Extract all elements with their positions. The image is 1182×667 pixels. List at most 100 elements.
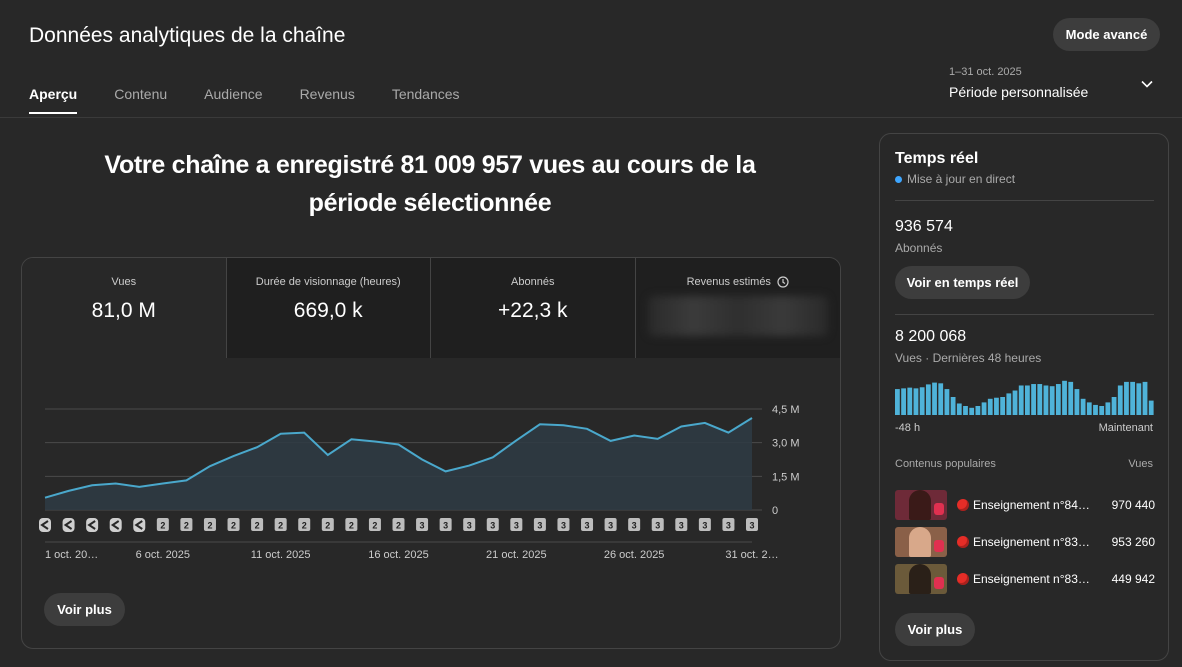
upload-count-marker[interactable]: 3 <box>416 518 429 531</box>
realtime-bar[interactable] <box>1080 398 1086 415</box>
popular-item[interactable]: Enseignement n°84… 970 440 <box>895 490 1155 520</box>
data-point[interactable] <box>302 430 307 435</box>
upload-count-marker[interactable]: 2 <box>274 518 287 531</box>
realtime-bar[interactable] <box>1130 381 1136 415</box>
upload-count-marker[interactable]: 2 <box>156 518 169 531</box>
data-point[interactable] <box>90 483 95 488</box>
upload-count-marker[interactable]: 3 <box>746 518 758 531</box>
upload-count-marker[interactable]: 2 <box>321 518 334 531</box>
upload-count-marker[interactable]: 2 <box>345 518 358 531</box>
shorts-marker-icon[interactable] <box>39 518 51 532</box>
data-point[interactable] <box>184 478 189 483</box>
upload-count-marker[interactable]: 3 <box>628 518 641 531</box>
data-point[interactable] <box>679 424 684 429</box>
realtime-bar[interactable] <box>1018 385 1024 415</box>
metric-revenue[interactable]: Revenus estimés <box>635 258 840 358</box>
realtime-bar[interactable] <box>938 383 944 415</box>
upload-count-marker[interactable]: 2 <box>298 518 311 531</box>
data-point[interactable] <box>137 484 142 489</box>
realtime-bar[interactable] <box>963 406 968 415</box>
data-point[interactable] <box>325 453 330 458</box>
realtime-bar[interactable] <box>1074 389 1080 415</box>
realtime-bar[interactable] <box>1031 384 1036 415</box>
shorts-marker-icon[interactable] <box>133 518 146 532</box>
shorts-marker-icon[interactable] <box>109 518 122 532</box>
realtime-bar[interactable] <box>1055 384 1061 415</box>
data-point[interactable] <box>66 488 71 493</box>
realtime-bar[interactable] <box>1037 384 1043 415</box>
realtime-bar[interactable] <box>1117 385 1123 415</box>
realtime-bar[interactable] <box>895 389 900 415</box>
data-point[interactable] <box>561 423 566 428</box>
data-point[interactable] <box>420 457 425 462</box>
realtime-see-more-button[interactable]: Voir plus <box>895 613 975 646</box>
data-point[interactable] <box>43 495 48 500</box>
realtime-bar[interactable] <box>994 397 999 415</box>
metric-subscribers[interactable]: Abonnés +22,3 k <box>431 258 636 358</box>
upload-count-marker[interactable]: 2 <box>227 518 240 531</box>
realtime-bar[interactable] <box>975 406 981 415</box>
realtime-bar[interactable] <box>1105 402 1111 415</box>
realtime-bar[interactable] <box>1012 390 1018 415</box>
upload-count-marker[interactable]: 3 <box>439 518 452 531</box>
data-point[interactable] <box>750 415 755 420</box>
upload-count-marker[interactable]: 2 <box>368 518 381 531</box>
tab-audience[interactable]: Audience <box>204 86 263 102</box>
upload-count-marker[interactable]: 3 <box>651 518 664 531</box>
metric-watch-time[interactable]: Durée de visionnage (heures) 669,0 k <box>226 258 431 358</box>
advanced-mode-button[interactable]: Mode avancé <box>1053 18 1160 51</box>
shorts-marker-icon[interactable] <box>86 518 99 532</box>
realtime-bar[interactable] <box>1124 381 1129 415</box>
see-more-button[interactable]: Voir plus <box>44 593 125 626</box>
upload-count-marker[interactable]: 3 <box>557 518 570 531</box>
data-point[interactable] <box>349 437 354 442</box>
upload-count-marker[interactable]: 3 <box>604 518 617 531</box>
upload-count-marker[interactable]: 3 <box>675 518 688 531</box>
data-point[interactable] <box>490 455 495 460</box>
upload-count-marker[interactable]: 2 <box>203 518 216 531</box>
data-point[interactable] <box>396 442 401 447</box>
realtime-bar[interactable] <box>913 388 919 415</box>
realtime-bar[interactable] <box>1062 380 1067 415</box>
view-realtime-button[interactable]: Voir en temps réel <box>895 266 1030 299</box>
upload-count-marker[interactable]: 3 <box>581 518 594 531</box>
tab-revenue[interactable]: Revenus <box>299 86 355 102</box>
realtime-bar[interactable] <box>969 407 975 415</box>
data-point[interactable] <box>467 463 472 468</box>
chevron-down-icon[interactable] <box>1139 76 1155 92</box>
realtime-bar[interactable] <box>950 397 956 415</box>
realtime-bar[interactable] <box>944 389 950 415</box>
upload-count-marker[interactable]: 3 <box>722 518 735 531</box>
realtime-bar[interactable] <box>1049 386 1055 415</box>
realtime-bar[interactable] <box>1111 397 1117 415</box>
realtime-bar[interactable] <box>1025 385 1030 415</box>
data-point[interactable] <box>585 426 590 431</box>
realtime-bar[interactable] <box>925 384 931 415</box>
tab-content[interactable]: Contenu <box>114 86 168 102</box>
realtime-bar[interactable] <box>987 398 993 415</box>
realtime-bar[interactable] <box>1086 402 1092 415</box>
data-point[interactable] <box>207 464 212 469</box>
realtime-bar[interactable] <box>1043 385 1049 415</box>
data-point[interactable] <box>278 431 283 436</box>
period-selector[interactable]: 1–31 oct. 2025 Période personnalisée <box>949 66 1088 100</box>
realtime-bar[interactable] <box>919 387 925 415</box>
realtime-bar[interactable] <box>1099 406 1105 415</box>
realtime-bar[interactable] <box>1142 381 1148 415</box>
upload-count-marker[interactable]: 2 <box>251 518 264 531</box>
realtime-bar[interactable] <box>932 382 937 415</box>
data-point[interactable] <box>160 481 165 486</box>
upload-count-marker[interactable]: 3 <box>510 518 523 531</box>
shorts-marker-icon[interactable] <box>62 518 75 532</box>
popular-item[interactable]: Enseignement n°83… 953 260 <box>895 527 1155 557</box>
realtime-bar[interactable] <box>1068 381 1074 415</box>
data-point[interactable] <box>632 433 637 438</box>
metric-views[interactable]: Vues 81,0 M <box>22 258 227 358</box>
tab-overview[interactable]: Aperçu <box>29 86 78 114</box>
realtime-bar[interactable] <box>1093 404 1098 415</box>
realtime-bar[interactable] <box>956 403 962 415</box>
data-point[interactable] <box>372 439 377 444</box>
realtime-bar[interactable] <box>901 388 906 415</box>
upload-count-marker[interactable]: 3 <box>486 518 499 531</box>
data-point[interactable] <box>537 422 542 427</box>
